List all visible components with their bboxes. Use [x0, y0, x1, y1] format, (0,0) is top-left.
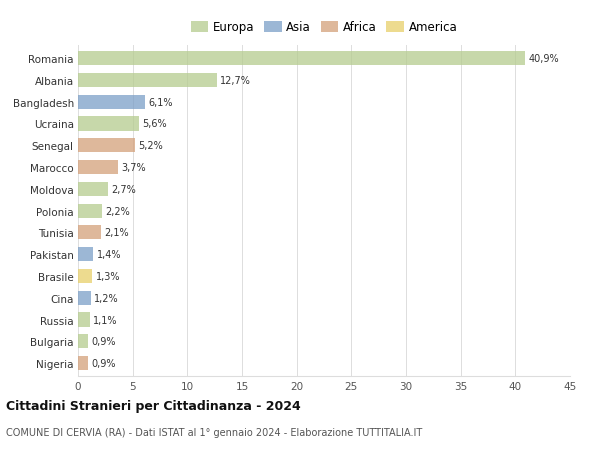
Bar — [78, 52, 525, 66]
Bar — [78, 313, 90, 327]
Bar — [78, 95, 145, 110]
Bar — [78, 226, 101, 240]
Bar — [78, 269, 92, 284]
Text: 1,1%: 1,1% — [94, 315, 118, 325]
Text: 6,1%: 6,1% — [148, 97, 172, 107]
Bar — [78, 73, 217, 88]
Text: 2,7%: 2,7% — [111, 185, 136, 195]
Bar — [78, 247, 94, 262]
Text: 1,3%: 1,3% — [95, 271, 120, 281]
Bar — [78, 182, 107, 196]
Text: 1,4%: 1,4% — [97, 250, 121, 260]
Bar — [78, 335, 88, 349]
Text: 5,6%: 5,6% — [143, 119, 167, 129]
Legend: Europa, Asia, Africa, America: Europa, Asia, Africa, America — [188, 19, 460, 37]
Text: 2,2%: 2,2% — [106, 206, 130, 216]
Bar — [78, 204, 102, 218]
Text: Cittadini Stranieri per Cittadinanza - 2024: Cittadini Stranieri per Cittadinanza - 2… — [6, 399, 301, 412]
Text: 2,1%: 2,1% — [104, 228, 129, 238]
Bar — [78, 117, 139, 131]
Text: COMUNE DI CERVIA (RA) - Dati ISTAT al 1° gennaio 2024 - Elaborazione TUTTITALIA.: COMUNE DI CERVIA (RA) - Dati ISTAT al 1°… — [6, 427, 422, 437]
Text: 40,9%: 40,9% — [529, 54, 559, 64]
Bar — [78, 291, 91, 305]
Text: 1,2%: 1,2% — [94, 293, 119, 303]
Text: 0,9%: 0,9% — [91, 336, 116, 347]
Bar — [78, 356, 88, 370]
Text: 3,7%: 3,7% — [122, 162, 146, 173]
Text: 5,2%: 5,2% — [138, 141, 163, 151]
Bar — [78, 139, 135, 153]
Text: 12,7%: 12,7% — [220, 76, 251, 86]
Text: 0,9%: 0,9% — [91, 358, 116, 368]
Bar — [78, 161, 118, 175]
